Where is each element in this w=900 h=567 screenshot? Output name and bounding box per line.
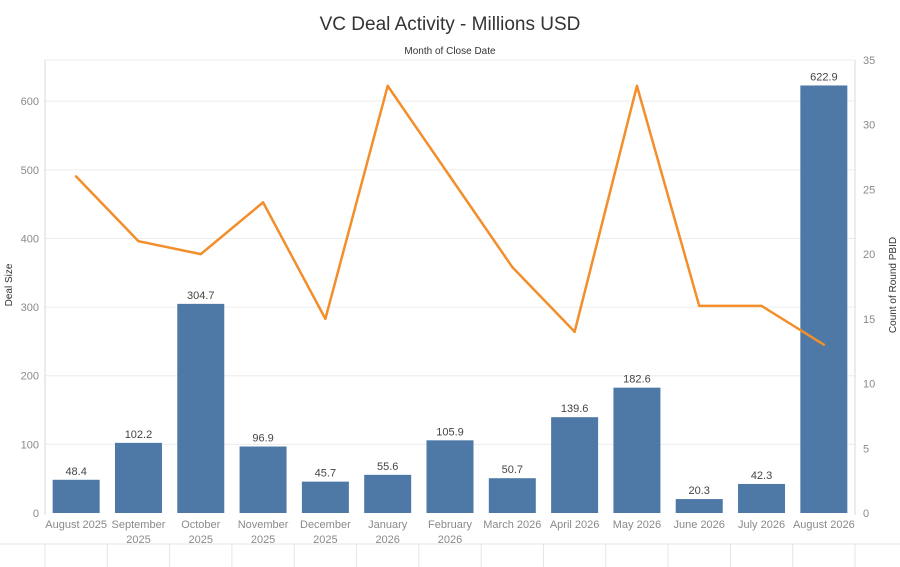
y-axis-label: Deal Size (4, 263, 15, 306)
bars-layer (52, 85, 848, 514)
bar-value-label: 622.9 (810, 71, 838, 83)
bar (301, 481, 349, 513)
bar-value-label: 48.4 (65, 466, 86, 478)
bar-value-label: 42.3 (751, 470, 772, 482)
y2-tick-label: 20 (863, 249, 875, 261)
bar-value-label: 139.6 (561, 403, 589, 415)
y2-tick-label: 5 (863, 443, 869, 455)
x-tick-label-line: January (368, 519, 408, 531)
x-tick-label: September 2025 (112, 519, 166, 546)
bar (239, 446, 287, 513)
x-tick-label-line: December (300, 519, 351, 531)
count-point (760, 304, 763, 308)
x-tick-label-line: September (112, 519, 166, 531)
x-tick-label: July 2026 (738, 519, 785, 531)
x-tick-label-line: October (181, 519, 220, 531)
y2-tick-label: 35 (863, 55, 875, 67)
x-tick-label: April 2026 (550, 519, 600, 531)
count-point (324, 317, 327, 321)
x-tick-label: March 2026 (483, 519, 541, 531)
y2-axis-label: Count of Round PBID (888, 237, 899, 333)
count-point (822, 343, 826, 346)
count-point (635, 84, 639, 88)
x-tick-label: August 2025 (45, 519, 107, 531)
y2-tick-label: 0 (863, 508, 869, 520)
y-tick-label: 500 (21, 165, 39, 177)
x-tick-label-line: May 2026 (613, 519, 661, 531)
x-tick-label-line: April 2026 (550, 519, 600, 531)
x-tick-label-line: February (428, 519, 473, 531)
y2-tick-label: 30 (863, 120, 875, 132)
count-point (698, 304, 701, 308)
bar-value-label: 96.9 (252, 432, 273, 444)
bar-value-label: 102.2 (125, 429, 153, 441)
count-point (573, 330, 576, 333)
x-tick-label: January 2026 (368, 519, 408, 546)
x-tick-label: June 2026 (674, 519, 725, 531)
x-tick-label-line: June 2026 (674, 519, 725, 531)
y-tick-label: 200 (21, 371, 39, 383)
y-tick-label: 600 (21, 96, 39, 108)
x-tick-label-line: 2025 (251, 534, 275, 546)
bar-value-label: 50.7 (502, 464, 523, 476)
x-tick-label-line: November (238, 519, 289, 531)
x-tick-label-line: 2025 (189, 534, 213, 546)
bar (114, 442, 162, 513)
bar (364, 474, 412, 513)
x-tick-label: December 2025 (300, 519, 351, 546)
count-point (74, 175, 78, 178)
y2-tick-label: 15 (863, 314, 875, 326)
bar (488, 478, 536, 513)
bar (738, 483, 786, 513)
bar (551, 417, 599, 513)
count-point (137, 240, 140, 243)
bar (613, 387, 661, 513)
x-tick-label-line: August 2025 (45, 519, 107, 531)
y-tick-label: 300 (21, 302, 39, 314)
x-tick-label: October 2025 (181, 519, 220, 546)
bar-value-label: 45.7 (315, 468, 336, 480)
y2-tick-label: 10 (863, 379, 875, 391)
bar-value-label: 182.6 (623, 374, 651, 386)
x-tick-label: May 2026 (613, 519, 661, 531)
chart-title: VC Deal Activity - Millions USD (319, 14, 581, 35)
data-labels-layer: 48.4 102.2 304.7 96.9 45.7 55.6 105.9 50.7 139.6… (65, 71, 837, 497)
grid-layer (45, 59, 855, 445)
y-tick-label: 400 (21, 233, 39, 245)
bar-value-label: 20.3 (689, 485, 710, 497)
count-point (511, 265, 514, 269)
bar (177, 303, 225, 513)
x-tick-label-line: 2025 (126, 534, 150, 546)
count-point (199, 252, 202, 256)
count-point (448, 175, 452, 178)
y-tick-label: 0 (33, 508, 39, 520)
bar (800, 85, 848, 514)
x-tick-label-line: 2026 (375, 534, 399, 546)
line-layer (74, 84, 826, 346)
x-tick-label-line: 2025 (313, 534, 337, 546)
bar (52, 479, 100, 513)
bar-value-label: 105.9 (436, 426, 464, 438)
bar-value-label: 304.7 (187, 290, 215, 302)
bar-value-label: 55.6 (377, 461, 398, 473)
bar (426, 440, 474, 513)
x-tick-label: November 2025 (238, 519, 289, 546)
count-point (386, 84, 389, 88)
x-tick-label-line: July 2026 (738, 519, 785, 531)
x-tick-label-line: 2026 (438, 534, 462, 546)
x-tick-label-line: August 2026 (793, 519, 855, 531)
axes-layer: 010020030040050060005101520253035August … (0, 55, 900, 567)
y2-tick-label: 25 (863, 184, 875, 196)
count-point (261, 201, 265, 204)
chart-subtitle: Month of Close Date (404, 46, 496, 57)
y-tick-label: 100 (21, 439, 39, 451)
bar (675, 499, 723, 513)
x-tick-label: August 2026 (793, 519, 855, 531)
x-tick-label: February 2026 (428, 519, 473, 546)
x-tick-label-line: March 2026 (483, 519, 541, 531)
